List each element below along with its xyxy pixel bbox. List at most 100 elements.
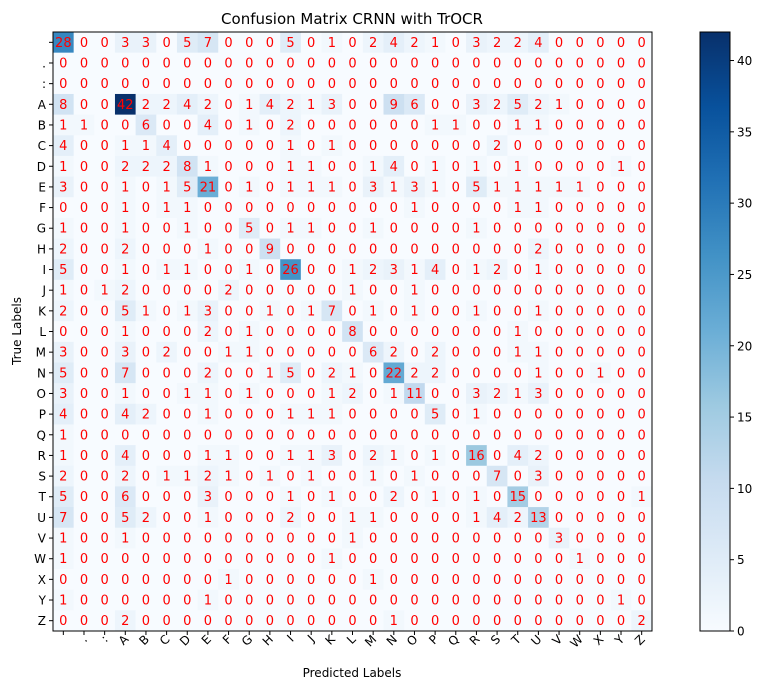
heatmap-cell: [528, 527, 550, 549]
heatmap-cell: [383, 155, 405, 177]
cell-value-label: 0: [369, 118, 377, 133]
cell-value-label: 0: [204, 222, 212, 237]
heatmap-cell: [507, 403, 529, 425]
chart-title: Confusion Matrix CRNN with TrOCR: [221, 10, 483, 28]
cell-value-label: 0: [472, 552, 480, 567]
heatmap-cell: [486, 610, 508, 632]
heatmap-cell: [631, 569, 653, 591]
cell-value-label: 0: [80, 490, 88, 505]
cell-value-label: 0: [596, 532, 604, 547]
heatmap-cell: [486, 321, 508, 343]
cell-value-label: 0: [617, 222, 625, 237]
heatmap-cell: [156, 569, 178, 591]
heatmap-cell: [590, 238, 612, 260]
cell-value-label: 0: [390, 56, 398, 71]
heatmap-cell: [156, 589, 178, 611]
cell-value-label: 0: [328, 325, 336, 340]
cell-value-label: 4: [121, 449, 129, 464]
cell-value-label: 0: [472, 325, 480, 340]
heatmap-cell: [383, 424, 405, 446]
cell-value-label: 0: [617, 242, 625, 257]
heatmap-cell: [404, 73, 426, 95]
cell-value-label: 0: [100, 36, 108, 51]
heatmap-cell: [507, 610, 529, 632]
heatmap-cell: [321, 135, 343, 157]
heatmap-cell: [404, 32, 426, 54]
cell-value-label: 0: [576, 408, 584, 423]
heatmap-cell: [569, 300, 591, 322]
heatmap-cell: [383, 93, 405, 116]
cell-value-label: 8: [59, 98, 67, 113]
heatmap-cell: [548, 176, 570, 198]
y-tick-label: Z: [38, 614, 46, 628]
heatmap-cell: [94, 114, 116, 136]
heatmap-cell: [445, 32, 467, 54]
cell-value-label: 1: [286, 490, 294, 505]
cell-value-label: 0: [638, 594, 646, 609]
cell-value-label: 2: [121, 470, 129, 485]
heatmap-cell: [135, 73, 157, 95]
heatmap-cell: [197, 321, 219, 343]
heatmap-cell: [383, 610, 405, 632]
heatmap-cell: [569, 259, 591, 281]
cell-value-label: 0: [596, 387, 604, 402]
cell-value-label: 0: [555, 552, 563, 567]
colorbar-tick-label: 20: [737, 339, 752, 353]
cell-value-label: 0: [410, 346, 418, 361]
cell-value-label: 0: [493, 366, 501, 381]
heatmap-cell: [53, 548, 75, 570]
heatmap-cell: [114, 52, 137, 74]
cell-value-label: 2: [493, 98, 501, 113]
cell-value-label: 3: [534, 470, 542, 485]
cell-value-label: 0: [80, 511, 88, 526]
heatmap-cell: [362, 527, 384, 549]
heatmap-cell: [114, 259, 137, 281]
heatmap-cell: [156, 176, 178, 198]
heatmap-cell: [238, 527, 260, 549]
x-tick-label: T: [508, 632, 524, 648]
cell-value-label: 0: [59, 614, 67, 629]
cell-value-label: 0: [617, 511, 625, 526]
heatmap-cell: [280, 589, 302, 611]
heatmap-cell: [218, 217, 240, 239]
heatmap-cell: [610, 176, 632, 198]
heatmap-cell: [507, 114, 529, 136]
heatmap-cell: [548, 135, 570, 157]
cell-value-label: 0: [183, 284, 191, 299]
cell-value-label: 0: [307, 263, 315, 278]
cell-value-label: 0: [493, 201, 501, 216]
heatmap-cell: [486, 569, 508, 591]
heatmap-cell: [342, 341, 364, 363]
heatmap-cell: [590, 507, 612, 529]
cell-value-label: 2: [534, 98, 542, 113]
heatmap-cell: [424, 383, 446, 405]
cell-value-label: 1: [286, 180, 294, 195]
cell-value-label: 2: [142, 511, 150, 526]
heatmap-cell: [259, 135, 281, 157]
heatmap-cell: [528, 341, 550, 363]
heatmap-cell: [445, 548, 467, 570]
heatmap-cell: [135, 279, 157, 301]
heatmap-cell: [135, 589, 157, 611]
cell-value-label: 0: [576, 139, 584, 154]
cell-value-label: 1: [100, 284, 108, 299]
heatmap-cell: [114, 403, 137, 425]
cell-value-label: 0: [390, 470, 398, 485]
x-tick-label: B: [136, 632, 152, 648]
cell-value-label: 2: [162, 160, 170, 175]
cell-value-label: 0: [245, 573, 253, 588]
cell-value-label: 0: [307, 284, 315, 299]
cell-value-label: 1: [472, 304, 480, 319]
cell-value-label: 0: [266, 387, 274, 402]
heatmap-cell: [362, 403, 384, 425]
cell-value-label: 1: [431, 36, 439, 51]
cell-value-label: 0: [183, 594, 191, 609]
heatmap-cell: [466, 362, 488, 384]
x-tick-label: Q: [445, 632, 462, 649]
cell-value-label: 0: [410, 532, 418, 547]
heatmap-cell: [590, 569, 612, 591]
cell-value-label: 0: [100, 201, 108, 216]
cell-value-label: 0: [328, 470, 336, 485]
cell-value-label: 0: [596, 325, 604, 340]
heatmap-cell: [610, 507, 632, 529]
